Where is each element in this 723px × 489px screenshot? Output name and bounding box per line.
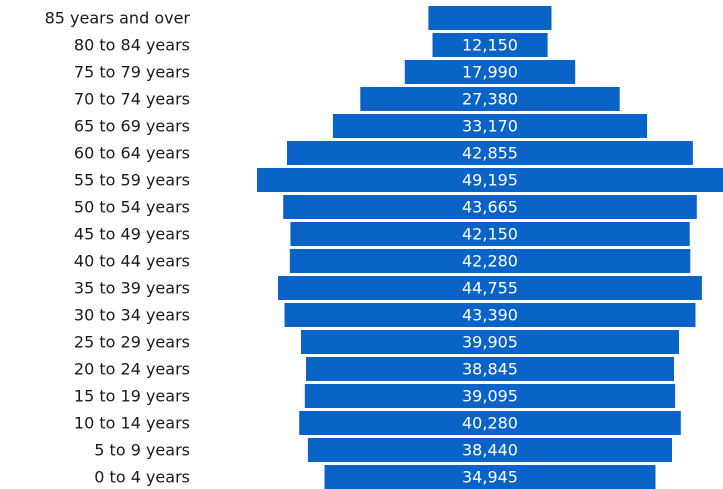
- category-label: 0 to 4 years: [94, 468, 190, 487]
- bar: [332, 114, 648, 138]
- bar: [301, 330, 679, 354]
- bar: [299, 411, 681, 435]
- value-label: 38,845: [462, 360, 518, 379]
- bar: [287, 141, 693, 165]
- value-label: 43,390: [462, 306, 518, 325]
- value-label: 43,665: [462, 198, 518, 217]
- value-label: 27,380: [462, 90, 518, 109]
- category-label: 85 years and over: [45, 9, 191, 28]
- value-labels-group: 12,150 17,990 27,380 33,170 42,855 49,195 43,6…: [462, 36, 518, 487]
- bar: [278, 276, 702, 300]
- bar: [306, 357, 674, 381]
- bar: [432, 33, 548, 57]
- category-label: 55 to 59 years: [74, 171, 190, 190]
- value-label: 34,945: [462, 468, 518, 487]
- value-label: 39,905: [462, 333, 518, 352]
- bar: [360, 87, 620, 111]
- value-label: 12,150: [462, 36, 518, 55]
- bar: [289, 249, 691, 273]
- category-label: 50 to 54 years: [74, 198, 190, 217]
- category-label: 75 to 79 years: [74, 63, 190, 82]
- category-label: 5 to 9 years: [94, 441, 190, 460]
- category-label: 20 to 24 years: [74, 360, 190, 379]
- value-label: 44,755: [462, 279, 518, 298]
- category-label: 45 to 49 years: [74, 225, 190, 244]
- category-label: 65 to 69 years: [74, 117, 190, 136]
- category-label: 60 to 64 years: [74, 144, 190, 163]
- value-label: 17,990: [462, 63, 518, 82]
- value-label: 33,170: [462, 117, 518, 136]
- bar: [283, 195, 697, 219]
- bar: [304, 384, 676, 408]
- value-label: 49,195: [462, 171, 518, 190]
- category-label: 35 to 39 years: [74, 279, 190, 298]
- value-label: 38,440: [462, 441, 518, 460]
- bar: [307, 438, 672, 462]
- bar: [290, 222, 690, 246]
- category-label: 30 to 34 years: [74, 306, 190, 325]
- bar: [324, 465, 656, 489]
- value-label: 40,280: [462, 414, 518, 433]
- bar: [284, 303, 696, 327]
- bar: [428, 6, 552, 30]
- category-label: 40 to 44 years: [74, 252, 190, 271]
- category-labels-group: 85 years and over 80 to 84 years 75 to 79 …: [45, 9, 191, 487]
- bars-group: [257, 6, 723, 489]
- value-label: 42,855: [462, 144, 518, 163]
- value-label: 42,150: [462, 225, 518, 244]
- value-label: 42,280: [462, 252, 518, 271]
- bar: [404, 60, 576, 84]
- bar: [257, 168, 723, 192]
- category-label: 70 to 74 years: [74, 90, 190, 109]
- category-label: 25 to 29 years: [74, 333, 190, 352]
- category-label: 80 to 84 years: [74, 36, 190, 55]
- value-label: 39,095: [462, 387, 518, 406]
- category-label: 10 to 14 years: [74, 414, 190, 433]
- category-label: 15 to 19 years: [74, 387, 190, 406]
